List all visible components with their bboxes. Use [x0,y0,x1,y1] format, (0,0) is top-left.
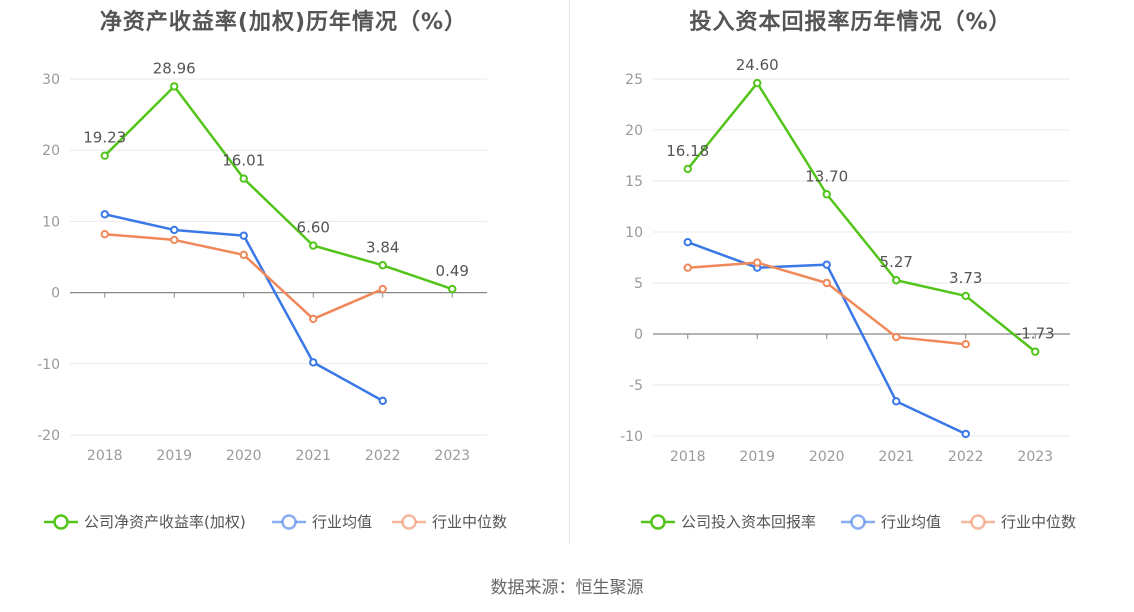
roic-chart-panel: 投入资本回报率历年情况（%） 25 20 15 10 5 0 -5 -10 2018 2019 20… [567,0,1134,560]
legend-swatch-marker [53,514,69,530]
data-point[interactable] [239,250,248,260]
data-point[interactable] [100,210,109,219]
data-point[interactable] [100,151,109,160]
legend-swatch-marker [401,514,417,530]
data-label: 0.49 [436,262,469,280]
x-tick-label: 2020 [809,449,845,465]
data-point[interactable] [753,258,762,267]
x-tick-label: 2022 [365,448,401,464]
data-point[interactable] [239,231,248,240]
y-tick-label: 10 [625,225,643,241]
y-tick-label: 15 [625,174,643,190]
legend-item-label[interactable]: 公司投入资本回报率 [681,513,816,531]
y-tick-label: 25 [625,72,643,88]
roe-chart-panel: 净资产收益率(加权)历年情况（%） 30 20 10 0 -10 -20 2018 2019 2… [0,0,567,560]
y-tick-label: 20 [42,143,60,159]
data-point[interactable] [170,235,179,245]
x-tick-label: 2019 [156,448,192,464]
data-point[interactable] [378,396,387,406]
y-tick-label: -5 [629,378,643,394]
data-point[interactable] [100,230,109,239]
legend-swatch-marker [650,514,666,530]
y-tick-label: 20 [625,123,643,139]
data-label: 13.70 [805,167,848,185]
y-tick-label: 5 [634,276,643,292]
x-tick-label: 2018 [87,448,123,464]
roe-chart-title: 净资产收益率(加权)历年情况（%） [99,10,468,35]
data-point[interactable] [309,358,318,367]
data-point[interactable] [961,429,970,439]
data-label: 3.73 [949,269,982,287]
data-label: 3.84 [366,238,399,256]
series-line [687,261,966,346]
panel-divider [569,0,570,545]
data-point[interactable] [170,82,179,91]
data-point[interactable] [239,174,248,183]
data-label: 6.60 [297,219,330,237]
data-label: 19.23 [83,129,126,147]
x-tick-label: 2023 [434,448,470,464]
x-tick-label: 2021 [878,449,914,465]
roe-chart-svg: 30 20 10 0 -10 -20 2018 2019 2020 2021 2022 2023 19.… [37,59,507,531]
roic-chart-svg: 25 20 15 10 5 0 -5 -10 2018 2019 2020 2021 2022 2023 1… [620,56,1076,531]
data-point[interactable] [683,164,692,174]
data-point[interactable] [309,241,318,250]
x-tick-label: 2020 [226,448,262,464]
data-point[interactable] [378,284,387,294]
data-label: -1.73 [1016,325,1055,343]
data-point[interactable] [309,314,318,324]
data-point[interactable] [683,238,692,247]
x-tick-label: 2021 [295,448,331,464]
data-point[interactable] [822,278,831,288]
data-label: 16.18 [666,142,709,160]
x-tick-label: 2018 [670,449,706,465]
legend-item-label[interactable]: 公司净资产收益率(加权) [84,513,246,531]
data-point[interactable] [822,190,831,199]
roic-chart-title: 投入资本回报率历年情况（%） [689,10,1012,35]
legend-item-label[interactable]: 行业中位数 [432,513,507,531]
data-point[interactable] [1031,347,1040,356]
x-tick-label: 2023 [1017,449,1053,465]
x-tick-label: 2019 [739,449,775,465]
data-point[interactable] [892,397,901,406]
series-line [103,85,453,291]
y-tick-label: 30 [42,72,60,88]
series-line [104,232,384,321]
data-point[interactable] [170,225,179,235]
y-tick-label: -20 [37,428,60,444]
data-label: 24.60 [736,56,779,74]
data-label: 5.27 [880,253,913,271]
data-point[interactable] [378,261,387,270]
data-label: 28.96 [153,59,196,77]
data-point[interactable] [892,332,901,342]
legend-swatch-marker [281,514,297,530]
legend-swatch-marker [970,514,986,530]
y-tick-label: -10 [620,429,643,445]
legend-item-label[interactable]: 行业均值 [881,513,941,531]
y-tick-label: 0 [51,286,60,302]
data-point[interactable] [448,284,457,294]
legend-item-label[interactable]: 行业中位数 [1001,513,1076,531]
y-tick-label: 10 [42,214,60,230]
data-label: 16.01 [222,152,265,170]
y-tick-label: -10 [37,357,60,373]
data-point[interactable] [961,291,970,301]
legend-swatch-marker [850,514,866,530]
data-point[interactable] [961,340,970,349]
legend-item-label[interactable]: 行业均值 [312,513,372,531]
data-point[interactable] [822,260,831,269]
data-point[interactable] [892,276,901,285]
y-tick-label: 0 [634,327,643,343]
data-point[interactable] [753,78,762,88]
series-line [686,81,1037,353]
data-source-note: 数据来源：恒生聚源 [490,578,644,598]
x-tick-label: 2022 [948,449,984,465]
data-point[interactable] [683,263,692,272]
